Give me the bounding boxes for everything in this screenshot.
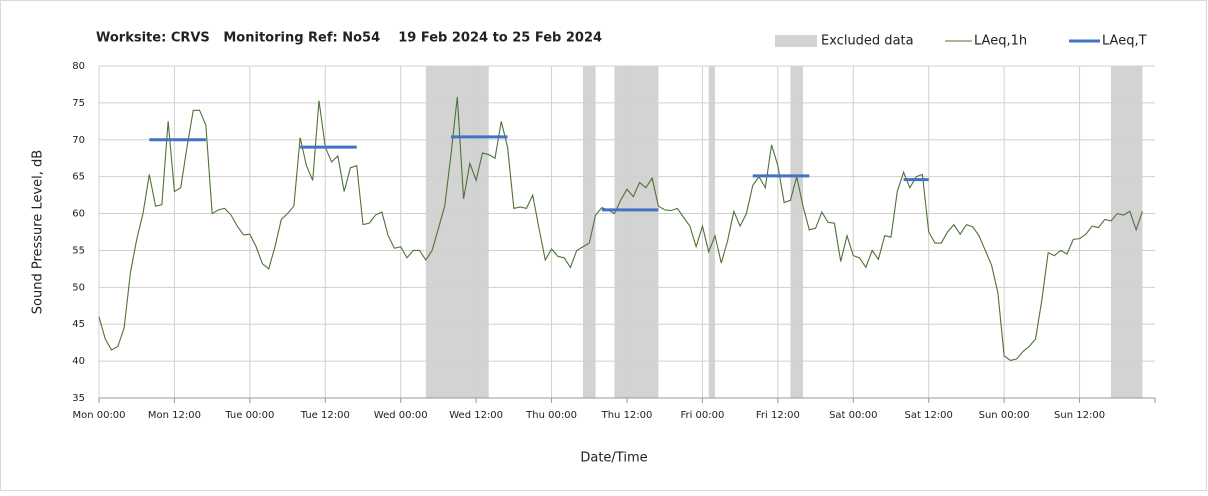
excluded-band xyxy=(614,66,659,398)
x-tick-label: Tue 12:00 xyxy=(300,410,350,421)
y-tick-label: 60 xyxy=(72,209,85,220)
y-tick-label: 75 xyxy=(72,98,85,109)
y-tick-label: 35 xyxy=(72,393,85,404)
x-tick-label: Thu 12:00 xyxy=(601,410,653,421)
x-tick-label: Fri 00:00 xyxy=(680,410,724,421)
y-tick-label: 70 xyxy=(72,135,85,146)
y-tick-label: 45 xyxy=(72,319,85,330)
legend-label: Excluded data xyxy=(821,34,914,49)
x-tick-label: Thu 00:00 xyxy=(525,410,577,421)
x-tick-label: Mon 12:00 xyxy=(148,410,201,421)
y-tick-label: 50 xyxy=(72,282,85,293)
x-tick-label: Sun 00:00 xyxy=(979,410,1030,421)
legend-label: LAeq,1h xyxy=(974,34,1027,49)
x-tick-label: Mon 00:00 xyxy=(72,410,125,421)
y-tick-label: 40 xyxy=(72,356,85,367)
excluded-band xyxy=(790,66,803,398)
excluded-band xyxy=(708,66,715,398)
excluded-band xyxy=(583,66,596,398)
y-tick-label: 80 xyxy=(72,61,85,72)
y-axis-label: Sound Pressure Level, dB xyxy=(31,150,46,314)
legend-label: LAeq,T xyxy=(1102,34,1147,49)
x-tick-label: Wed 00:00 xyxy=(374,410,428,421)
y-tick-label: 65 xyxy=(72,172,85,183)
x-tick-label: Sun 12:00 xyxy=(1054,410,1105,421)
x-tick-label: Sat 00:00 xyxy=(829,410,877,421)
x-axis-label: Date/Time xyxy=(580,451,647,466)
excluded-band xyxy=(425,66,489,398)
x-tick-label: Fri 12:00 xyxy=(756,410,800,421)
chart-title: Worksite: CRVS Monitoring Ref: No54 19 F… xyxy=(96,31,602,46)
x-tick-label: Wed 12:00 xyxy=(449,410,503,421)
x-tick-label: Sat 12:00 xyxy=(905,410,953,421)
y-tick-label: 55 xyxy=(72,245,85,256)
series-line xyxy=(98,96,1143,361)
excluded-band xyxy=(1111,66,1143,398)
x-tick-label: Tue 00:00 xyxy=(224,410,274,421)
legend-swatch xyxy=(775,35,817,47)
